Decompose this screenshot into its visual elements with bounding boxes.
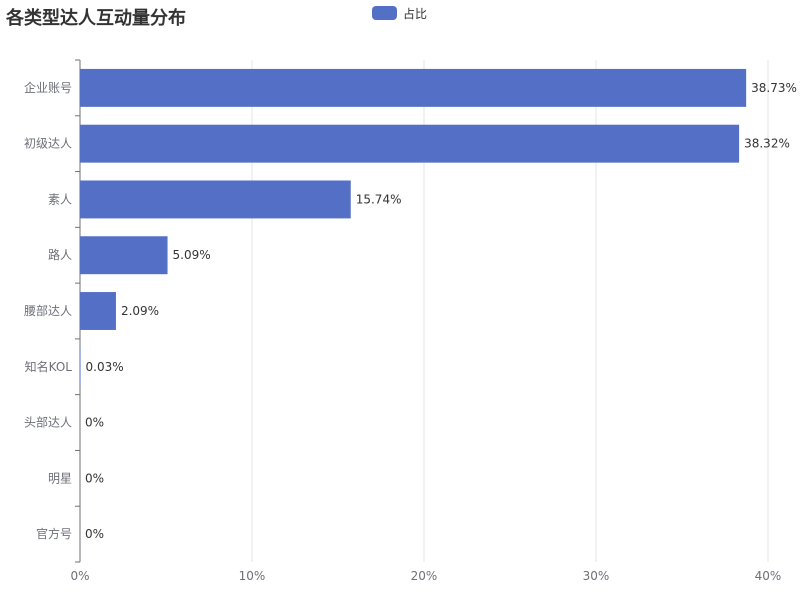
bar[interactable]	[80, 236, 168, 275]
data-label: 0%	[85, 471, 104, 485]
bar[interactable]	[80, 292, 116, 330]
data-label: 2.09%	[121, 304, 159, 318]
legend[interactable]: 占比	[372, 5, 427, 21]
data-label: 0.03%	[86, 360, 124, 374]
data-label: 5.09%	[173, 248, 211, 262]
x-tick-label: 20%	[411, 569, 438, 583]
bar[interactable]	[80, 347, 81, 386]
legend-label[interactable]: 占比	[403, 6, 428, 21]
y-category-label: 知名KOL	[25, 359, 73, 374]
chart-title: 各类型达人互动量分布	[6, 8, 186, 29]
y-category-label: 腰部达人	[24, 303, 72, 318]
x-tick-label: 40%	[755, 569, 782, 583]
x-tick-label: 0%	[70, 569, 89, 583]
data-label: 38.32%	[744, 137, 790, 151]
y-category-label: 初级达人	[24, 137, 72, 151]
y-category-label: 头部达人	[24, 415, 72, 430]
x-tick-label: 10%	[239, 569, 266, 583]
y-category-label: 企业账号	[24, 80, 72, 95]
data-label: 15.74%	[356, 192, 402, 206]
y-category-label: 素人	[48, 192, 72, 206]
y-category-label: 官方号	[36, 526, 72, 541]
legend-swatch[interactable]	[372, 6, 397, 20]
data-label: 38.73%	[751, 81, 797, 95]
data-label: 0%	[85, 527, 104, 541]
bar[interactable]	[80, 68, 747, 107]
y-category-label: 明星	[48, 471, 72, 485]
bar[interactable]	[80, 180, 351, 219]
bar[interactable]	[80, 124, 740, 163]
y-category-label: 路人	[48, 247, 72, 262]
x-tick-label: 30%	[583, 569, 610, 583]
data-label: 0%	[85, 416, 104, 430]
